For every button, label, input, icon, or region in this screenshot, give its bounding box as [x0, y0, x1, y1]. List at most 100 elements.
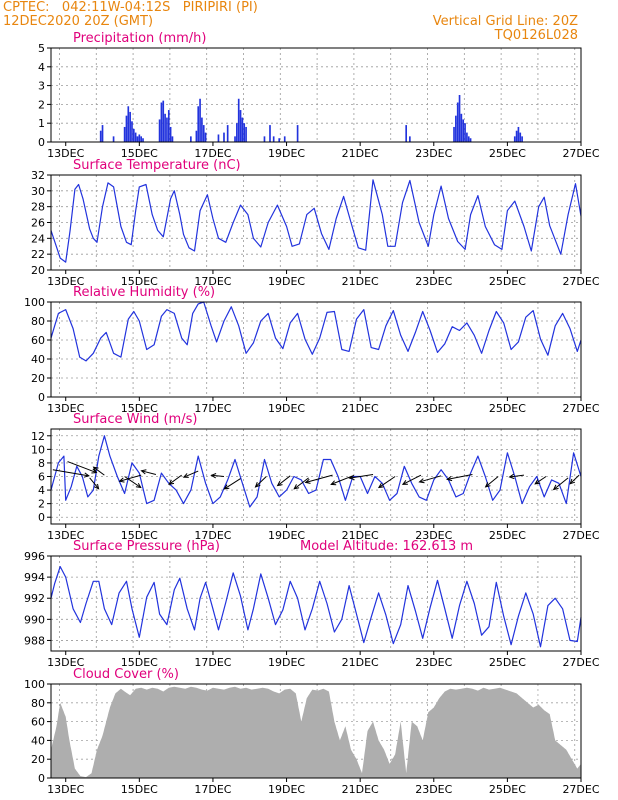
- precipitation-bar: [453, 126, 455, 142]
- run-time-label: 12DEC2020 20Z (GMT): [3, 14, 154, 29]
- x-tick-label: 15DEC: [121, 147, 158, 160]
- precipitation-bar: [239, 110, 242, 142]
- wind-arrow: [223, 478, 241, 490]
- x-tick-label: 13DEC: [47, 783, 84, 796]
- precipitation-bar: [167, 110, 170, 142]
- x-tick-label: 19DEC: [268, 275, 305, 288]
- x-tick-label: 21DEC: [342, 147, 379, 160]
- precipitation-bar: [123, 126, 126, 142]
- precipitation-bar: [204, 132, 207, 142]
- precipitation-bar: [217, 134, 220, 142]
- x-tick-label: 21DEC: [342, 529, 379, 542]
- y-tick-label: 5: [38, 42, 45, 55]
- x-tick-label: 13DEC: [47, 402, 84, 415]
- precipitation-bar: [136, 136, 139, 142]
- y-tick-label: 40: [31, 734, 45, 747]
- wind-arrow: [124, 476, 142, 489]
- surface-temperature-title: Surface Temperature (nC): [73, 158, 241, 173]
- surface-pressure-panel: Surface Pressure (hPa) Model Altitude: 16…: [24, 539, 600, 669]
- y-tick-label: 100: [24, 678, 45, 691]
- precipitation-bar: [515, 130, 518, 142]
- x-tick-label: 13DEC: [47, 275, 84, 288]
- x-tick-label: 27DEC: [562, 402, 599, 415]
- wind-arrow: [118, 474, 142, 483]
- precipitation-bar: [245, 126, 247, 142]
- y-tick-label: 2: [38, 98, 45, 111]
- precipitation-bar: [464, 123, 466, 142]
- x-tick-label: 15DEC: [121, 275, 158, 288]
- precipitation-bar: [241, 117, 244, 142]
- wind-arrow: [182, 470, 199, 478]
- x-tick-label: 17DEC: [194, 783, 231, 796]
- x-tick-label: 27DEC: [562, 275, 599, 288]
- surface-pressure-frame: [50, 555, 582, 652]
- x-tick-label: 19DEC: [268, 656, 305, 669]
- wind-arrow: [348, 473, 374, 481]
- wind-arrow: [293, 477, 309, 490]
- wind-arrow: [168, 474, 182, 485]
- precipitation-bar: [469, 138, 472, 142]
- precipitation-bar: [278, 138, 281, 142]
- precipitation-bar: [521, 136, 523, 142]
- y-tick-label: 0: [38, 772, 45, 785]
- surface-temperature-line: [50, 179, 582, 263]
- precipitation-bar: [405, 125, 408, 142]
- cloud-cover-panel: Cloud Cover (%) 0 20 40 60 80 100 13DEC 15DEC 17D…: [24, 667, 600, 796]
- x-tick-label: 17DEC: [194, 402, 231, 415]
- precipitation-bar: [129, 111, 131, 142]
- vertical-grid-line-label: Vertical Grid Line: 20Z: [432, 14, 578, 29]
- precipitation-bar: [272, 136, 275, 142]
- precipitation-bar: [283, 136, 286, 142]
- surface-temperature-panel: Surface Temperature (nC) 20 22 24 26 28 30 32 13…: [31, 158, 600, 288]
- y-tick-label: 990: [24, 613, 45, 626]
- wind-arrow: [304, 474, 333, 484]
- precipitation-bar: [195, 130, 198, 142]
- precipitation-bar: [138, 134, 141, 142]
- wind-arrow: [210, 473, 225, 479]
- x-tick-label: 19DEC: [268, 402, 305, 415]
- y-tick-label: 100: [24, 296, 45, 309]
- x-tick-label: 21DEC: [342, 656, 379, 669]
- y-tick-label: 1: [38, 117, 45, 130]
- y-tick-label: 80: [31, 697, 45, 710]
- x-tick-label: 25DEC: [489, 529, 526, 542]
- wind-arrow: [401, 474, 422, 485]
- x-tick-label: 17DEC: [194, 147, 231, 160]
- x-tick-label: 25DEC: [489, 275, 526, 288]
- x-tick-label: 19DEC: [268, 529, 305, 542]
- y-tick-label: 2: [38, 498, 45, 511]
- precipitation-bar: [101, 125, 104, 142]
- y-tick-label: 40: [31, 353, 45, 366]
- x-tick-label: 17DEC: [194, 656, 231, 669]
- y-tick-label: 4: [38, 484, 45, 497]
- precipitation-bar: [132, 128, 135, 142]
- wind-arrow: [67, 461, 98, 474]
- wind-arrow: [92, 466, 105, 476]
- precipitation-bar: [460, 113, 463, 142]
- x-tick-label: 23DEC: [415, 275, 452, 288]
- precipitation-bar: [199, 98, 201, 142]
- precipitation-bar: [456, 102, 459, 142]
- precipitation-bar: [458, 95, 461, 142]
- x-tick-label: 25DEC: [489, 783, 526, 796]
- precipitation-bar: [236, 123, 238, 142]
- x-tick-label: 13DEC: [47, 656, 84, 669]
- y-tick-label: 30: [31, 185, 45, 198]
- station-location-label: CPTEC: 042:11W-04:12S PIRIPIRI (PI): [3, 0, 258, 15]
- x-tick-label: 27DEC: [562, 783, 599, 796]
- precipitation-bar: [466, 132, 468, 142]
- x-tick-label: 17DEC: [194, 275, 231, 288]
- y-tick-label: 6: [38, 471, 45, 484]
- precipitation-bar: [409, 136, 411, 142]
- y-tick-label: 60: [31, 334, 45, 347]
- surface-pressure-line: [50, 566, 582, 648]
- wind-arrow: [534, 476, 547, 485]
- precipitation-bar: [519, 132, 522, 142]
- y-tick-label: 32: [31, 169, 45, 182]
- relative-humidity-title: Relative Humidity (%): [73, 285, 215, 300]
- x-tick-label: 21DEC: [342, 783, 379, 796]
- y-tick-label: 0: [38, 511, 45, 524]
- y-tick-label: 20: [31, 753, 45, 766]
